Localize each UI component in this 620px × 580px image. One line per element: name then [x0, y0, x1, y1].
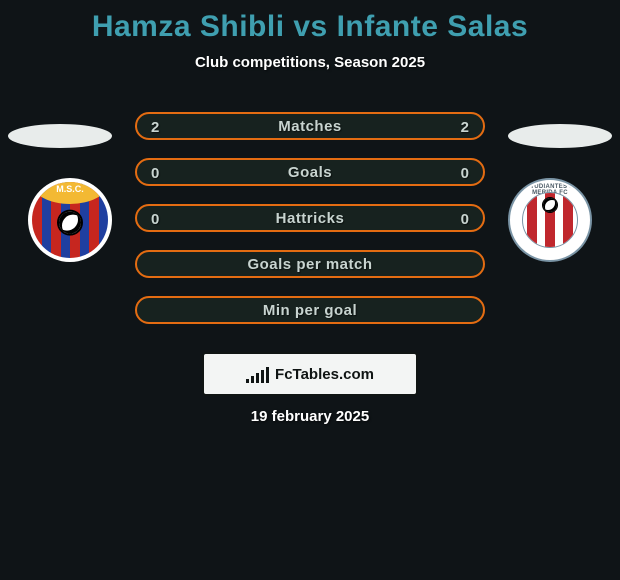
- comparison-card: Hamza Shibli vs Infante Salas Club compe…: [0, 0, 620, 580]
- stat-left-value: 0: [151, 206, 159, 234]
- stat-right-value: 0: [461, 206, 469, 234]
- stat-row: 2 Matches 2: [135, 112, 485, 140]
- stat-left-value: 2: [151, 114, 159, 142]
- stat-label: Goals: [288, 164, 332, 181]
- date-label: 19 february 2025: [0, 408, 620, 425]
- stat-label: Hattricks: [276, 210, 345, 227]
- stat-label: Min per goal: [263, 302, 357, 319]
- bar-chart-icon: [246, 365, 269, 383]
- stat-row: Min per goal: [135, 296, 485, 324]
- stat-right-value: 2: [461, 114, 469, 142]
- brand-text: FcTables.com: [275, 366, 374, 383]
- subtitle: Club competitions, Season 2025: [0, 54, 620, 71]
- stat-row: 0 Hattricks 0: [135, 204, 485, 232]
- stat-row: Goals per match: [135, 250, 485, 278]
- stat-right-value: 0: [461, 160, 469, 188]
- stats-list: 2 Matches 2 0 Goals 0 0 Hattricks 0 Goals per mat…: [0, 112, 620, 342]
- stat-row: 0 Goals 0: [135, 158, 485, 186]
- stat-label: Matches: [278, 118, 342, 135]
- brand-badge: FcTables.com: [202, 352, 418, 396]
- page-title: Hamza Shibli vs Infante Salas: [0, 0, 620, 44]
- stat-left-value: 0: [151, 160, 159, 188]
- stat-label: Goals per match: [247, 256, 372, 273]
